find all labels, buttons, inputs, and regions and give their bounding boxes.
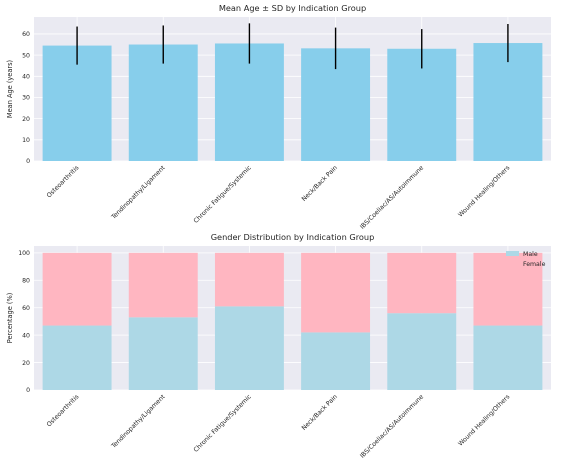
female-bar-osteoarthritis	[42, 252, 112, 326]
x-tick-label-osteoarthritis: Osteoarthritis	[46, 393, 81, 428]
y-tick-label-20: 20	[22, 116, 30, 123]
age-chart-x-ticks: Osteoarthritis Tendinopathy/Ligament Chron…	[46, 164, 512, 231]
y-tick-label-40: 40	[22, 73, 30, 80]
y-tick-label-50: 50	[22, 52, 30, 59]
gender-chart-bars	[42, 252, 543, 390]
y-tick-label-0: 0	[26, 158, 30, 165]
x-tick-label-tendinopathy-ligament: Tendinopathy/Ligament	[110, 164, 167, 221]
x-tick-label-wound-healing-others: Wound Healing/Others	[457, 164, 511, 218]
age-chart-title: Mean Age ± SD by Indication Group	[219, 3, 366, 13]
x-tick-label-tendinopathy-ligament: Tendinopathy/Ligament	[110, 393, 167, 450]
age-chart-plot-area	[34, 17, 551, 161]
y-tick-label-100: 100	[18, 250, 30, 257]
gender-chart-legend: Male Female	[506, 251, 546, 268]
legend-female-swatch	[506, 261, 519, 266]
x-tick-label-ibs-coeliac-as-autoimmune: IBS/Coeliac/AS/Autoimmune	[359, 164, 425, 230]
female-bar-chronic-fatigue-systemic	[214, 252, 284, 307]
age-chart-errorbars	[76, 23, 509, 70]
age-bar-osteoarthritis	[42, 45, 112, 161]
y-tick-label-0: 0	[26, 387, 30, 394]
legend-male-swatch	[506, 251, 519, 256]
x-tick-label-wound-healing-others: Wound Healing/Others	[457, 393, 511, 447]
y-tick-label-60: 60	[22, 305, 30, 312]
gender-chart-x-ticks: Osteoarthritis Tendinopathy/Ligament Chron…	[46, 393, 512, 460]
y-tick-label-40: 40	[22, 332, 30, 339]
x-tick-label-chronic-fatigue-systemic: Chronic Fatigue/Systemic	[193, 393, 254, 454]
gender-chart-plot-area	[34, 246, 551, 390]
gender-chart-y-label: Percentage (%)	[6, 293, 14, 344]
legend-male-label: Male	[523, 251, 538, 258]
male-bar-chronic-fatigue-systemic	[214, 306, 284, 390]
gender-chart: 0 20 40 60 80 100 Osteoarthritis Tendinopathy/…	[6, 232, 551, 460]
x-tick-label-neck-back-pain: Neck/Back Pain	[301, 164, 340, 203]
y-tick-label-20: 20	[22, 360, 30, 367]
gender-chart-title: Gender Distribution by Indication Group	[211, 232, 375, 242]
age-bar-tendinopathy-ligament	[128, 44, 198, 161]
male-bar-tendinopathy-ligament	[128, 317, 198, 390]
x-tick-label-osteoarthritis: Osteoarthritis	[46, 164, 81, 199]
female-bar-neck-back-pain	[301, 252, 371, 333]
gender-chart-y-ticks: 0 20 40 60 80 100	[18, 250, 30, 394]
female-bar-tendinopathy-ligament	[128, 252, 198, 318]
age-chart: 0 10 20 30 40 50 60 Osteoarthritis Tendinopathy…	[6, 3, 551, 231]
age-chart-y-ticks: 0 10 20 30 40 50 60	[22, 31, 30, 165]
x-tick-label-neck-back-pain: Neck/Back Pain	[301, 393, 340, 432]
age-chart-y-label: Mean Age (years)	[6, 60, 14, 118]
male-bar-ibs-coeliac-as-autoimmune	[387, 313, 457, 390]
y-tick-label-60: 60	[22, 31, 30, 38]
male-bar-wound-healing-others	[473, 325, 543, 390]
female-bar-ibs-coeliac-as-autoimmune	[387, 252, 457, 314]
x-tick-label-chronic-fatigue-systemic: Chronic Fatigue/Systemic	[193, 164, 254, 225]
y-tick-label-10: 10	[22, 137, 30, 144]
x-tick-label-ibs-coeliac-as-autoimmune: IBS/Coeliac/AS/Autoimmune	[359, 393, 425, 459]
legend-female-label: Female	[523, 261, 546, 268]
male-bar-neck-back-pain	[301, 332, 371, 390]
y-tick-label-30: 30	[22, 95, 30, 102]
age-bar-wound-healing-others	[473, 43, 543, 161]
male-bar-osteoarthritis	[42, 325, 112, 390]
y-tick-label-80: 80	[22, 277, 30, 284]
